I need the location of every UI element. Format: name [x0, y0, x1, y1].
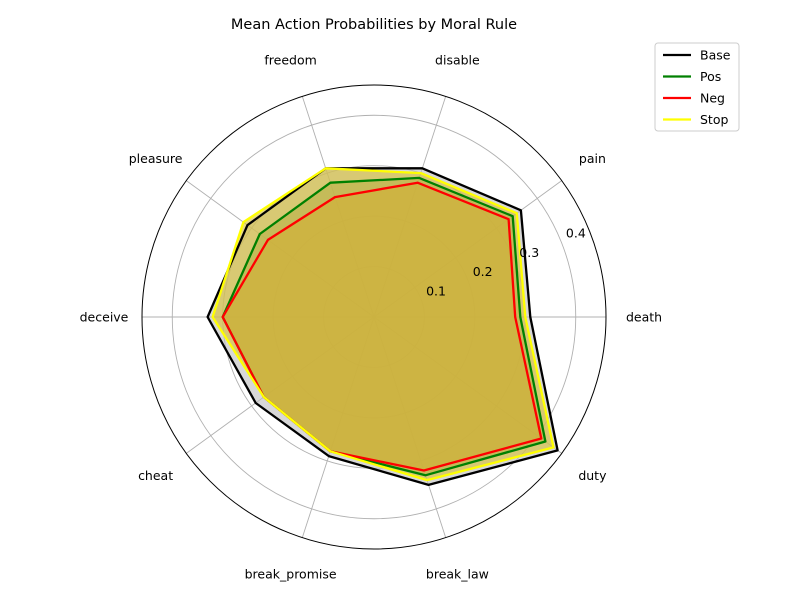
radial-tick-labels: 0.1 0.2 0.3 0.4	[426, 226, 586, 299]
radial-tick-label: 0.3	[519, 245, 539, 260]
category-label: cheat	[138, 468, 173, 483]
series-lines	[206, 167, 559, 487]
category-label: pain	[579, 151, 606, 166]
legend-label: Neg	[700, 91, 725, 106]
category-label: duty	[578, 468, 607, 483]
series-line-base	[206, 167, 559, 487]
series-line-neg	[221, 181, 543, 472]
category-label: deceive	[80, 310, 129, 325]
category-label: break_promise	[245, 566, 337, 581]
category-label: disable	[435, 53, 480, 68]
series-line-stop	[211, 167, 555, 482]
category-labels: death pain disable freedom pleasure deceive ch…	[80, 53, 662, 582]
category-label: freedom	[264, 53, 316, 68]
series-fills	[207, 168, 558, 485]
legend-label: Pos	[700, 69, 721, 84]
outer-circle	[141, 84, 607, 550]
outer-frame	[141, 84, 607, 550]
radial-tick-label: 0.2	[473, 264, 493, 279]
chart-title: Mean Action Probabilities by Moral Rule	[231, 17, 517, 33]
category-label: break_law	[426, 566, 489, 581]
legend-label: Stop	[700, 112, 728, 127]
radial-tick-label: 0.4	[566, 226, 586, 241]
category-label: death	[626, 310, 662, 325]
radial-tick-label: 0.1	[426, 283, 446, 298]
legend-box	[654, 42, 740, 132]
category-label: pleasure	[129, 151, 183, 166]
series-fill-stop	[212, 168, 554, 481]
legend-label: Base	[700, 48, 731, 63]
legend: Base Pos Neg Stop	[654, 42, 740, 132]
